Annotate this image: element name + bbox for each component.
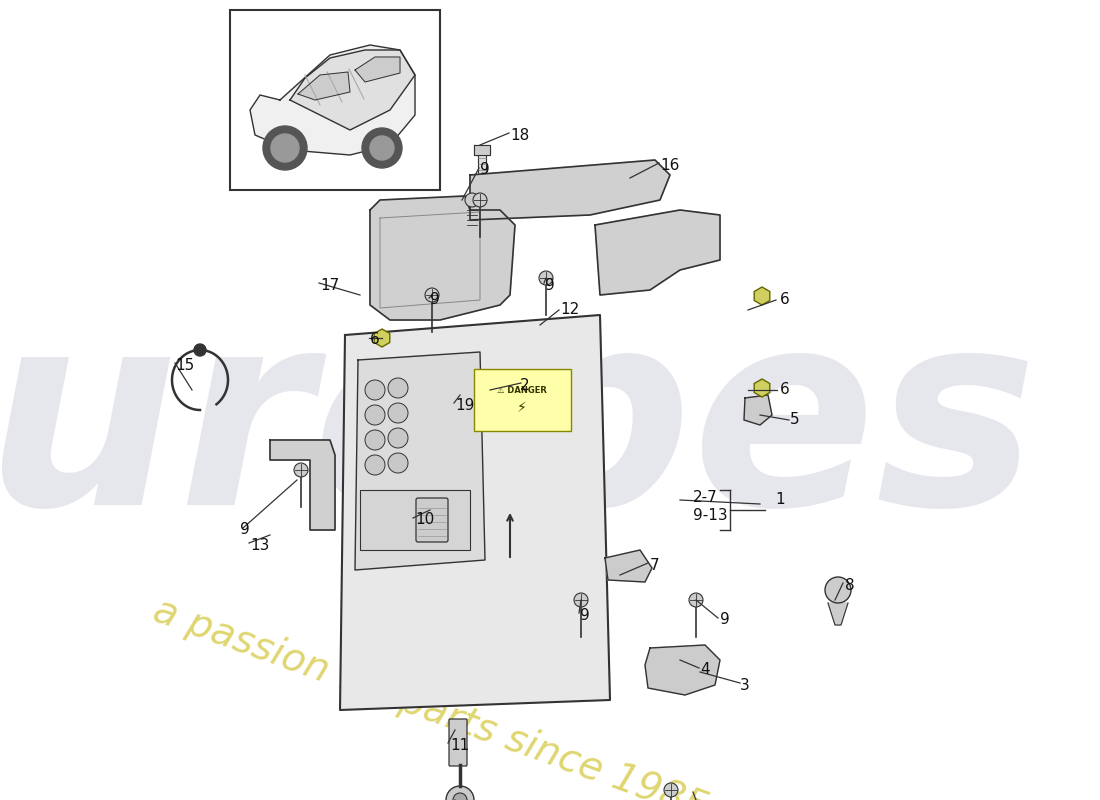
Text: 9: 9 (430, 293, 440, 307)
Circle shape (574, 593, 589, 607)
FancyBboxPatch shape (416, 498, 448, 542)
Circle shape (271, 134, 299, 162)
Text: ⚠ DANGER: ⚠ DANGER (497, 386, 547, 394)
Polygon shape (755, 287, 770, 305)
Polygon shape (270, 440, 336, 530)
Text: 3: 3 (740, 678, 750, 693)
Circle shape (365, 380, 385, 400)
Polygon shape (370, 196, 515, 320)
Polygon shape (755, 379, 770, 397)
Circle shape (425, 288, 439, 302)
Text: 6: 6 (780, 293, 790, 307)
Text: 9-13: 9-13 (693, 509, 727, 523)
Polygon shape (355, 352, 485, 570)
Polygon shape (250, 45, 415, 155)
Circle shape (362, 128, 402, 168)
Circle shape (825, 577, 851, 603)
Circle shape (473, 193, 487, 207)
Bar (230, 10, 440, 190)
FancyBboxPatch shape (449, 719, 468, 766)
Text: 5: 5 (790, 413, 800, 427)
Text: 9: 9 (240, 522, 250, 538)
Polygon shape (355, 57, 400, 82)
Circle shape (365, 430, 385, 450)
Polygon shape (290, 50, 415, 130)
Circle shape (388, 453, 408, 473)
Polygon shape (374, 329, 389, 347)
Text: 11: 11 (450, 738, 470, 753)
Circle shape (664, 783, 678, 797)
Circle shape (453, 793, 468, 800)
Text: 1: 1 (776, 493, 784, 507)
Circle shape (689, 593, 703, 607)
Circle shape (370, 136, 394, 160)
Text: 19: 19 (455, 398, 474, 413)
Circle shape (263, 126, 307, 170)
Text: 6: 6 (370, 333, 379, 347)
Text: 17: 17 (320, 278, 339, 293)
Circle shape (194, 344, 206, 356)
Text: 18: 18 (510, 127, 529, 142)
Circle shape (539, 271, 553, 285)
Text: 12: 12 (560, 302, 580, 318)
Circle shape (388, 403, 408, 423)
Polygon shape (595, 210, 720, 295)
Polygon shape (605, 550, 652, 582)
Text: 8: 8 (845, 578, 855, 593)
Circle shape (365, 405, 385, 425)
FancyBboxPatch shape (474, 369, 571, 431)
Text: 13: 13 (250, 538, 270, 553)
Polygon shape (828, 603, 848, 625)
Circle shape (465, 193, 478, 207)
Text: 9: 9 (480, 162, 490, 178)
Text: 16: 16 (660, 158, 680, 173)
Polygon shape (645, 645, 720, 695)
Text: 15: 15 (175, 358, 195, 373)
Circle shape (388, 428, 408, 448)
Polygon shape (474, 145, 490, 155)
Text: a passion for parts since 1985: a passion for parts since 1985 (147, 592, 713, 800)
Polygon shape (478, 155, 486, 195)
Polygon shape (744, 395, 772, 425)
Circle shape (388, 378, 408, 398)
Polygon shape (470, 160, 670, 220)
Circle shape (365, 455, 385, 475)
Text: 9: 9 (580, 607, 590, 622)
Polygon shape (340, 315, 610, 710)
Circle shape (294, 463, 308, 477)
Text: europes: europes (0, 299, 1037, 561)
Text: 6: 6 (780, 382, 790, 398)
Polygon shape (298, 72, 350, 100)
Text: 4: 4 (700, 662, 710, 678)
Text: 10: 10 (415, 513, 434, 527)
Text: ⚡: ⚡ (517, 401, 527, 415)
Circle shape (446, 786, 474, 800)
Text: 9: 9 (720, 613, 729, 627)
Text: 7: 7 (650, 558, 660, 573)
Bar (360, 490, 470, 550)
Text: 9: 9 (544, 278, 554, 293)
Text: 2-7: 2-7 (693, 490, 717, 506)
Text: 2: 2 (520, 378, 529, 393)
